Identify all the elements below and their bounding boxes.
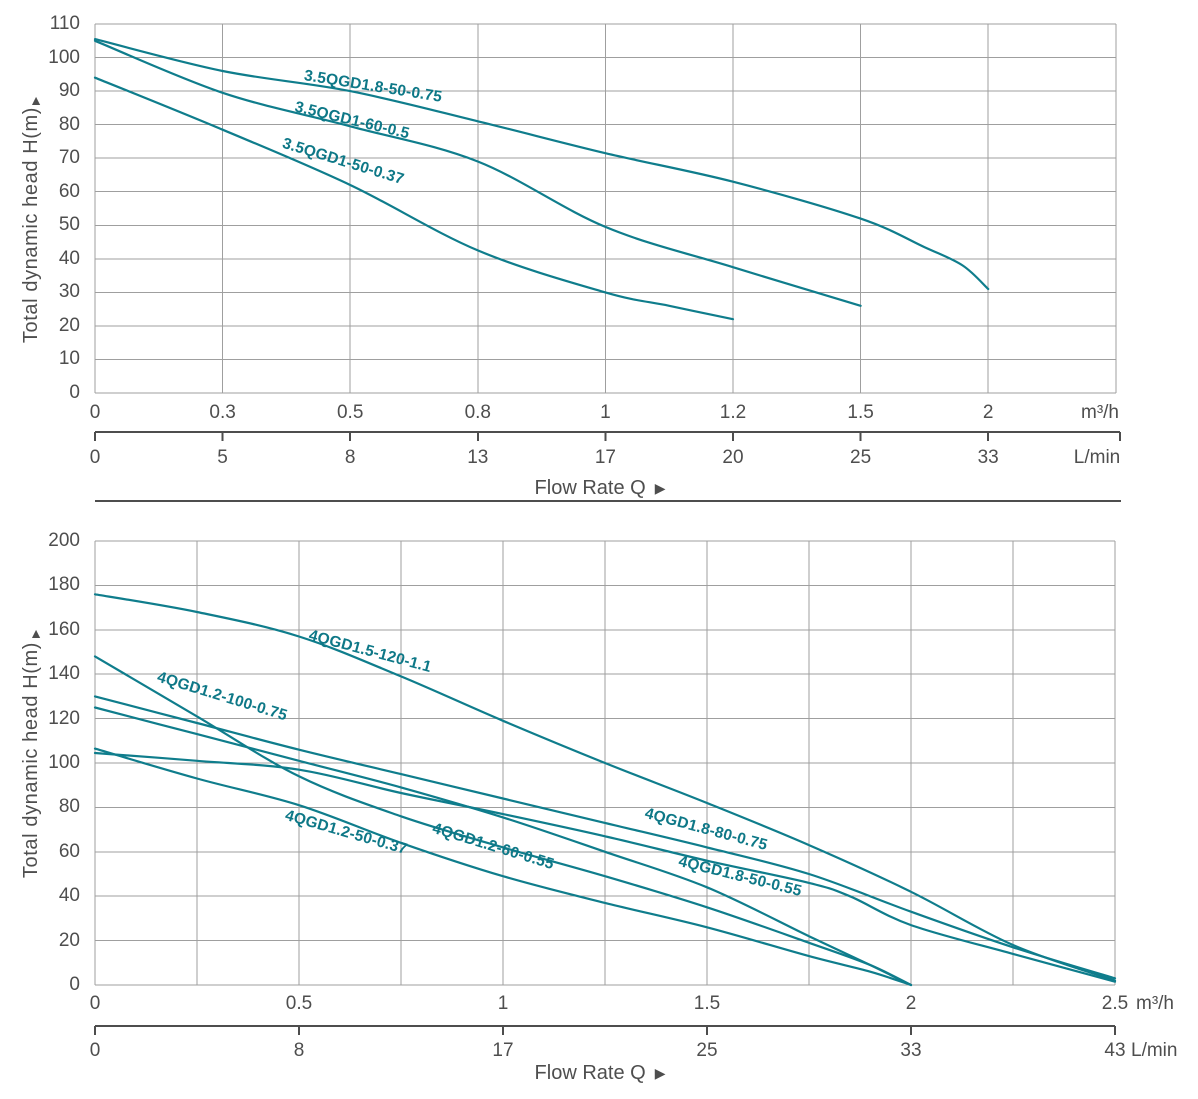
x-axis-unit-lmin: L/min bbox=[1131, 1040, 1178, 1061]
x-axis-m3h-tick-label: 0.3 bbox=[209, 402, 236, 423]
x-axis-m3h-tick-label: 0.5 bbox=[285, 993, 313, 1014]
x-axis-m3h-tick-label: 0.8 bbox=[464, 402, 491, 423]
series-label: 3.5QGD1.8-50-0.75 bbox=[302, 67, 444, 106]
y-axis-tick-label: 10 bbox=[58, 348, 80, 370]
x-axis-unit-m3h: m³/h bbox=[1081, 402, 1119, 423]
curve-3.5QGD1-60-0.5 bbox=[93, 39, 862, 307]
y-axis-arrow-icon: ▲ bbox=[29, 625, 43, 641]
y-axis-tick-label: 50 bbox=[58, 214, 80, 236]
x-axis-lmin-tick-label: 0 bbox=[89, 447, 101, 468]
y-axis-tick-label: 40 bbox=[58, 247, 80, 269]
x-axis-unit-m3h: m³/h bbox=[1136, 993, 1174, 1014]
y-axis-title: Total dynamic head H(m) bbox=[20, 641, 42, 879]
y-axis-tick-label: 200 bbox=[48, 530, 80, 551]
series-label: 4QGD1.2-100-0.75 bbox=[155, 668, 290, 725]
y-axis-tick-label: 70 bbox=[58, 147, 80, 169]
y-axis-tick-label: 160 bbox=[48, 618, 80, 640]
curve-3.5QGD1-50-0.37 bbox=[93, 76, 735, 321]
y-axis-tick-label: 80 bbox=[58, 113, 80, 135]
y-axis-tick-label: 60 bbox=[58, 840, 80, 862]
x-axis-lmin-tick-label: 8 bbox=[344, 447, 356, 468]
flow-rate-label-group: Flow Rate Q ▶ bbox=[535, 476, 666, 500]
x-axis-m3h-tick-label: 1.2 bbox=[719, 402, 747, 423]
x-axis-lmin-tick-label: 33 bbox=[900, 1040, 922, 1061]
curve-3.5QGD1.8-50-0.75 bbox=[93, 38, 990, 291]
x-axis-unit-lmin: L/min bbox=[1073, 447, 1121, 468]
series-label: 4QGD1.2-50-0.37 bbox=[283, 806, 410, 859]
y-axis-tick-label: 0 bbox=[69, 974, 80, 995]
curve-4QGD1.8-80-0.75 bbox=[93, 695, 1117, 980]
series-label: 3.5QGD1-60-0.5 bbox=[293, 98, 412, 143]
x-axis-m3h-tick-label: 0 bbox=[89, 993, 101, 1014]
x-axis-m3h-tick-label: 0 bbox=[89, 402, 101, 423]
x-axis-m3h-tick-label: 2 bbox=[982, 402, 994, 423]
y-axis-arrow-icon: ▲ bbox=[29, 92, 43, 108]
flow-rate-label: Flow Rate Q bbox=[534, 477, 646, 499]
x-axis-m3h-tick-label: 1.5 bbox=[693, 993, 721, 1014]
series-label: 4QGD1.2-60-0.55 bbox=[430, 819, 556, 874]
y-axis-tick-label: 20 bbox=[58, 929, 80, 951]
bottom-chart bbox=[93, 540, 1117, 1035]
y-axis-tick-label: 100 bbox=[48, 752, 80, 773]
x-axis-lmin-tick-label: 17 bbox=[594, 447, 616, 468]
curve-4QGD1.5-120-1.1 bbox=[93, 593, 1117, 982]
flow-rate-label-group: Flow Rate Q ▶ bbox=[535, 1061, 666, 1085]
y-axis-tick-label: 110 bbox=[49, 13, 80, 34]
x-axis-m3h-tick-label: 2.5 bbox=[1101, 993, 1129, 1014]
x-axis-m3h-tick-label: 1 bbox=[600, 402, 611, 423]
x-axis-m3h-tick-label: 0.5 bbox=[336, 402, 364, 423]
top-chart bbox=[93, 23, 1121, 502]
flow-rate-arrow-icon: ▶ bbox=[654, 1065, 666, 1081]
x-axis-lmin-tick-label: 33 bbox=[977, 447, 999, 468]
x-axis-lmin-tick-label: 25 bbox=[850, 447, 872, 468]
y-axis-tick-label: 60 bbox=[58, 180, 80, 202]
y-axis-tick-label: 180 bbox=[48, 574, 80, 596]
x-axis-lmin-tick-label: 25 bbox=[696, 1040, 718, 1061]
y-axis-tick-label: 100 bbox=[48, 46, 80, 68]
y-axis-tick-label: 140 bbox=[48, 663, 80, 685]
series-label: 4QGD1.5-120-1.1 bbox=[306, 626, 434, 677]
x-axis-lmin-tick-label: 20 bbox=[722, 447, 744, 468]
x-axis-m3h-tick-label: 1 bbox=[497, 993, 509, 1014]
x-axis-lmin-tick-label: 13 bbox=[467, 447, 489, 468]
series-label: 3.5QGD1-50-0.37 bbox=[280, 134, 406, 189]
y-axis-tick-label: 20 bbox=[58, 314, 80, 336]
x-axis-lmin-tick-label: 17 bbox=[492, 1040, 514, 1061]
x-axis-m3h-tick-label: 2 bbox=[905, 993, 917, 1014]
y-axis-tick-label: 40 bbox=[58, 885, 80, 907]
curve-4QGD1.2-100-0.75 bbox=[93, 655, 913, 987]
flow-rate-arrow-icon: ▶ bbox=[654, 480, 666, 496]
x-axis-lmin-tick-label: 5 bbox=[217, 447, 228, 468]
x-axis-lmin-tick-label: 0 bbox=[89, 1040, 101, 1061]
y-axis-tick-label: 120 bbox=[48, 707, 80, 729]
y-axis-tick-label: 80 bbox=[58, 796, 80, 818]
series-label: 4QGD1.8-80-0.75 bbox=[642, 804, 770, 855]
y-axis-tick-label: 30 bbox=[58, 281, 80, 303]
curve-4QGD1.2-50-0.37 bbox=[93, 747, 913, 987]
series-label: 4QGD1.8-50-0.55 bbox=[676, 852, 804, 901]
curve-4QGD1.2-60-0.55 bbox=[93, 706, 913, 987]
x-axis-m3h-tick-label: 1.5 bbox=[847, 402, 874, 423]
flow-rate-label: Flow Rate Q bbox=[534, 1062, 646, 1084]
y-axis-tick-label: 90 bbox=[58, 80, 80, 102]
y-axis-tick-label: 0 bbox=[69, 382, 80, 403]
curve-4QGD1.8-50-0.55 bbox=[93, 751, 1117, 983]
x-axis-lmin-tick-label: 43 bbox=[1104, 1040, 1126, 1061]
y-axis-title: Total dynamic head H(m) bbox=[20, 106, 42, 344]
x-axis-lmin-tick-label: 8 bbox=[293, 1040, 305, 1061]
